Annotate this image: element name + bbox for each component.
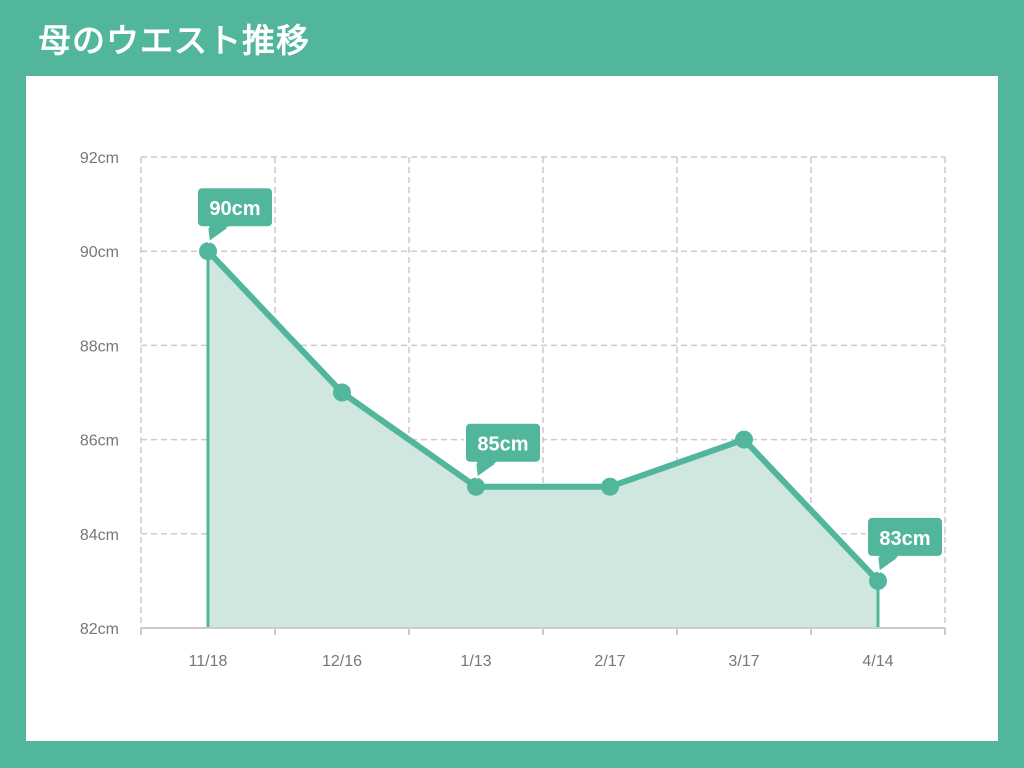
line-layer xyxy=(205,248,881,584)
data-point xyxy=(333,383,351,402)
callout-box xyxy=(464,421,542,464)
y-tick-label: 88cm xyxy=(80,338,119,355)
data-point xyxy=(869,571,887,590)
callout-box xyxy=(866,515,944,558)
data-point xyxy=(199,242,217,261)
x-tick-label: 11/18 xyxy=(189,653,228,670)
value-callout: 90cm xyxy=(196,186,274,244)
value-callout: 85cm xyxy=(464,421,542,479)
series-line xyxy=(205,248,881,584)
chart-panel: 82cm 84cm 86cm 88cm 90cm 92cm 11/18 12/16 1/13 2/… xyxy=(26,76,998,741)
data-point xyxy=(467,477,485,496)
x-tick-label: 12/16 xyxy=(322,653,362,670)
point-layer xyxy=(199,242,887,590)
waist-chart: 82cm 84cm 86cm 88cm 90cm 92cm 11/18 12/16 1/13 2/… xyxy=(80,150,946,670)
title-bar: 母のウエスト推移 xyxy=(0,0,1024,76)
callout-pointer-fill xyxy=(209,224,231,241)
callout-label: 90cm xyxy=(209,198,260,220)
label-layer: 82cm 84cm 86cm 88cm 90cm 92cm 11/18 12/16 1/13 2/… xyxy=(80,150,944,670)
value-callout: 83cm xyxy=(866,515,944,573)
y-tick-label: 92cm xyxy=(80,150,119,167)
callout-label: 83cm xyxy=(879,528,930,550)
callout-label: 85cm xyxy=(477,434,528,456)
x-tick-label: 3/17 xyxy=(728,653,759,670)
axis-layer xyxy=(140,627,946,635)
data-point xyxy=(735,430,753,449)
callout-pointer-fill xyxy=(879,553,901,570)
callout-pointer-fill xyxy=(477,459,499,476)
y-tick-label: 84cm xyxy=(80,527,119,544)
x-tick-label: 2/17 xyxy=(594,653,625,670)
y-tick-label: 90cm xyxy=(80,244,119,261)
y-tick-label: 86cm xyxy=(80,433,119,450)
x-tick-label: 4/14 xyxy=(862,653,893,670)
area-fill xyxy=(208,251,878,628)
y-tick-label: 82cm xyxy=(80,621,119,638)
data-point xyxy=(601,477,619,496)
x-tick-label: 1/13 xyxy=(460,653,491,670)
callout-box xyxy=(196,186,274,229)
page-title: 母のウエスト推移 xyxy=(38,21,310,60)
